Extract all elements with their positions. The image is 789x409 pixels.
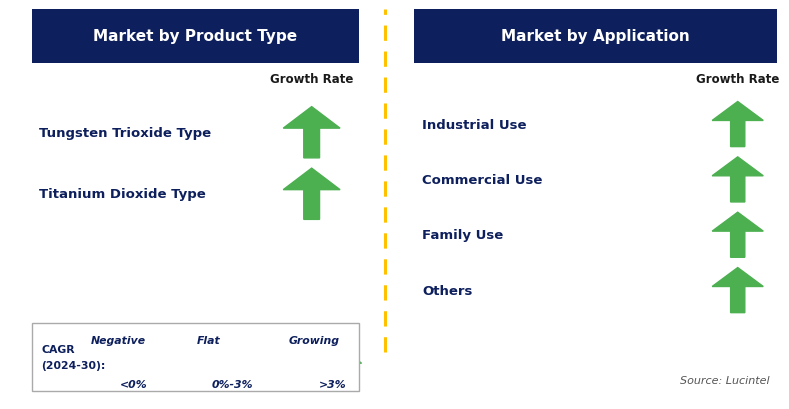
Text: 0%-3%: 0%-3% — [212, 379, 253, 389]
Text: Commercial Use: Commercial Use — [422, 173, 543, 187]
Text: Titanium Dioxide Type: Titanium Dioxide Type — [39, 188, 206, 201]
Text: Growing: Growing — [289, 335, 339, 345]
Polygon shape — [322, 348, 361, 385]
Text: Market by Application: Market by Application — [501, 29, 690, 44]
Text: Flat: Flat — [197, 335, 221, 345]
Text: Industrial Use: Industrial Use — [422, 118, 526, 131]
Polygon shape — [283, 107, 340, 158]
Text: CAGR: CAGR — [41, 344, 75, 354]
FancyBboxPatch shape — [32, 323, 359, 391]
Text: Growth Rate: Growth Rate — [270, 73, 353, 86]
Text: Family Use: Family Use — [422, 229, 503, 242]
Text: >3%: >3% — [319, 379, 347, 389]
Polygon shape — [126, 348, 166, 385]
FancyBboxPatch shape — [414, 10, 777, 63]
Text: Others: Others — [422, 284, 473, 297]
Text: Negative: Negative — [91, 335, 146, 345]
Polygon shape — [712, 157, 763, 202]
Polygon shape — [211, 350, 270, 383]
Text: Tungsten Trioxide Type: Tungsten Trioxide Type — [39, 126, 211, 139]
Text: <0%: <0% — [120, 379, 148, 389]
Polygon shape — [712, 213, 763, 258]
Text: (2024-30):: (2024-30): — [41, 360, 106, 370]
Polygon shape — [283, 169, 340, 220]
Text: Market by Product Type: Market by Product Type — [93, 29, 297, 44]
FancyBboxPatch shape — [32, 10, 359, 63]
Text: Growth Rate: Growth Rate — [696, 73, 780, 86]
Polygon shape — [712, 268, 763, 313]
Polygon shape — [712, 102, 763, 147]
Text: Source: Lucintel: Source: Lucintel — [679, 375, 769, 385]
